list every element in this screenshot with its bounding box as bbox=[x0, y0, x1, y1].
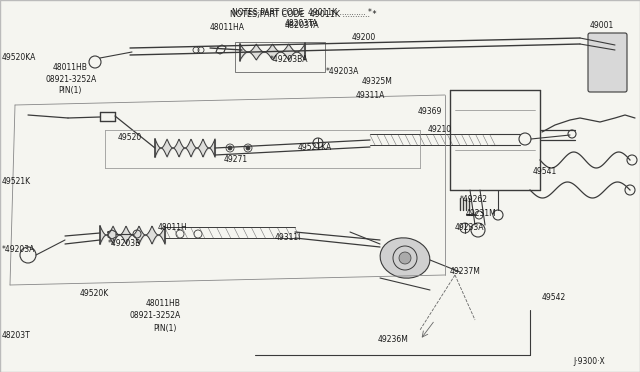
Text: 49541: 49541 bbox=[533, 167, 557, 176]
Text: 49001: 49001 bbox=[590, 22, 614, 31]
Text: 49271: 49271 bbox=[224, 155, 248, 164]
Circle shape bbox=[246, 146, 250, 150]
Text: 49311I: 49311I bbox=[275, 234, 301, 243]
Text: 49236M: 49236M bbox=[378, 336, 409, 344]
Text: 49521K: 49521K bbox=[2, 177, 31, 186]
Text: 48011HB: 48011HB bbox=[53, 64, 88, 73]
Bar bbox=[235, 42, 325, 72]
Text: 48203T: 48203T bbox=[2, 331, 31, 340]
Text: 48011HA: 48011HA bbox=[210, 23, 245, 32]
Text: NOTES;PART CODE  49011K ........... *: NOTES;PART CODE 49011K ........... * bbox=[230, 10, 376, 19]
Text: 48011H: 48011H bbox=[158, 224, 188, 232]
Text: *49203BA: *49203BA bbox=[270, 55, 308, 64]
Text: 48203TA: 48203TA bbox=[285, 19, 318, 29]
Text: 49311A: 49311A bbox=[356, 92, 385, 100]
Circle shape bbox=[399, 252, 411, 264]
Text: 49200: 49200 bbox=[352, 33, 376, 42]
Text: PIN(1): PIN(1) bbox=[153, 324, 177, 333]
Text: 48203TA: 48203TA bbox=[285, 20, 320, 29]
Text: 49369: 49369 bbox=[418, 108, 442, 116]
Text: *49203A: *49203A bbox=[326, 67, 360, 77]
Text: 08921-3252A: 08921-3252A bbox=[46, 74, 97, 83]
FancyBboxPatch shape bbox=[588, 33, 627, 92]
Text: 49520KA: 49520KA bbox=[2, 52, 36, 61]
Text: 49233A: 49233A bbox=[455, 224, 484, 232]
Text: 49542: 49542 bbox=[542, 294, 566, 302]
Text: 49237M: 49237M bbox=[450, 267, 481, 276]
Circle shape bbox=[228, 146, 232, 150]
Text: 49520K: 49520K bbox=[80, 289, 109, 298]
Text: 49231M: 49231M bbox=[466, 208, 497, 218]
Text: 08921-3252A: 08921-3252A bbox=[130, 311, 181, 321]
Ellipse shape bbox=[380, 238, 430, 278]
Text: *49203B: *49203B bbox=[108, 240, 141, 248]
Text: *49262: *49262 bbox=[460, 196, 488, 205]
Text: 49521KA: 49521KA bbox=[298, 144, 332, 153]
Text: 49520: 49520 bbox=[118, 134, 142, 142]
Text: 48011HB: 48011HB bbox=[146, 299, 181, 308]
Text: *49203A: *49203A bbox=[2, 246, 35, 254]
Text: 49210: 49210 bbox=[428, 125, 452, 135]
Text: 49325M: 49325M bbox=[362, 77, 393, 87]
Text: NOTES;PART CODE  49011K ........... *: NOTES;PART CODE 49011K ........... * bbox=[232, 9, 372, 17]
Text: PIN(1): PIN(1) bbox=[58, 87, 81, 96]
Text: J·9300·X: J·9300·X bbox=[573, 357, 605, 366]
